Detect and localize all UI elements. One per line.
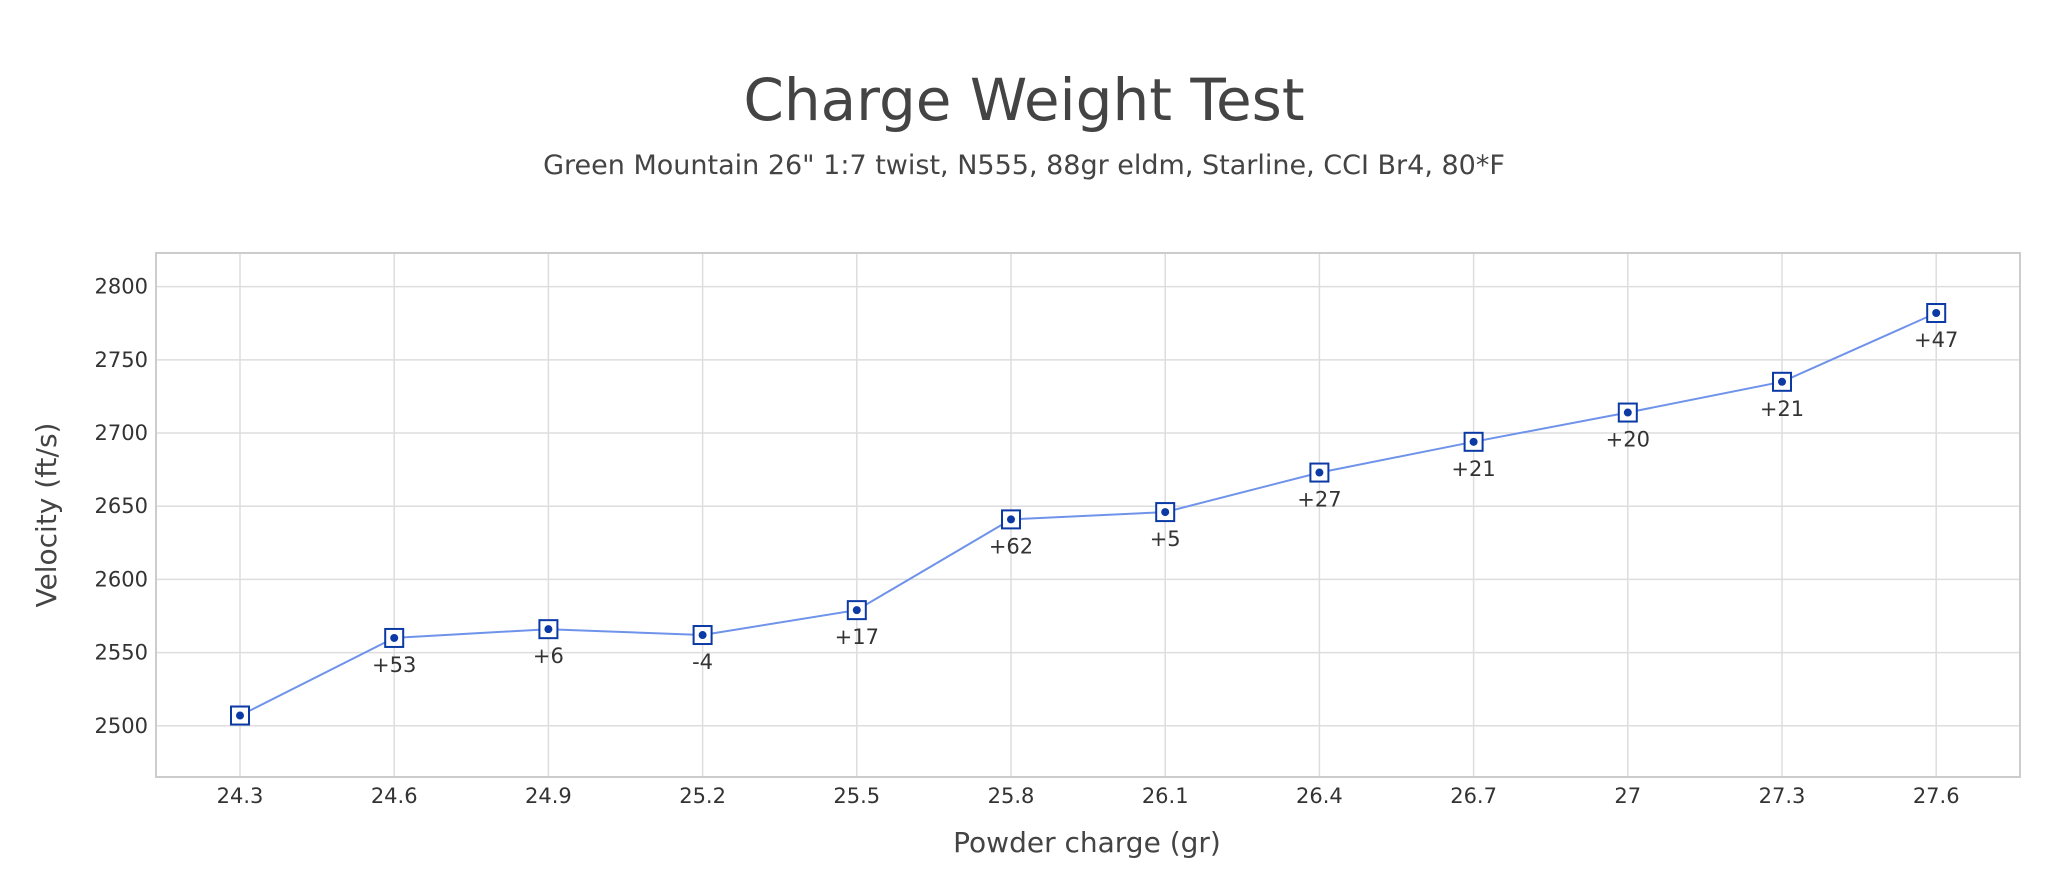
- plot-frame: [155, 252, 2021, 778]
- x-tick-label: 27.3: [1759, 784, 1806, 808]
- y-tick-label: 2700: [95, 421, 148, 445]
- data-label: +5: [1150, 527, 1181, 551]
- data-label: +21: [1451, 457, 1495, 481]
- data-point-dot: [1007, 515, 1015, 524]
- x-tick-label: 26.4: [1296, 784, 1343, 808]
- data-point: [846, 600, 867, 621]
- chart-subtitle: Green Mountain 26" 1:7 twist, N555, 88gr…: [543, 150, 1505, 181]
- data-point-dot: [236, 711, 244, 720]
- data-point: [1617, 402, 1638, 423]
- x-tick-label: 24.9: [525, 784, 572, 808]
- x-tick-label: 26.1: [1142, 784, 1189, 808]
- data-label: +6: [533, 644, 564, 668]
- data-point: [1155, 502, 1176, 523]
- x-tick-label: 25.8: [988, 784, 1035, 808]
- data-point: [1463, 431, 1484, 452]
- data-point-dot: [1932, 309, 1941, 318]
- data-label: +21: [1760, 397, 1804, 421]
- data-point: [692, 625, 713, 646]
- tick-labels: 24.3 24.6 24.9 25.2 25.5 25.8 26.1 26.4 26.7 27 27…: [95, 275, 1960, 808]
- data-point: [538, 619, 559, 640]
- y-tick-label: 2750: [95, 348, 148, 372]
- y-tick-label: 2550: [95, 641, 148, 665]
- data-labels: +53 +6 -4 +17 +62 +5 +27 +21 +20 +21 +47: [372, 328, 1958, 677]
- x-tick-label: 26.7: [1450, 784, 1497, 808]
- y-tick-label: 2800: [95, 275, 148, 299]
- data-markers: [230, 303, 1947, 726]
- x-tick-label: 27.6: [1913, 784, 1960, 808]
- data-label: +53: [372, 653, 416, 677]
- data-point: [384, 627, 405, 648]
- data-point-dot: [698, 631, 707, 640]
- chart-title: Charge Weight Test: [743, 66, 1304, 134]
- x-tick-label: 25.5: [833, 784, 880, 808]
- data-label: +20: [1606, 428, 1650, 452]
- data-point-dot: [1623, 408, 1632, 417]
- data-point: [230, 705, 250, 726]
- y-axis-label: Velocity (ft/s): [30, 423, 63, 608]
- data-point-dot: [1778, 377, 1786, 386]
- x-tick-label: 25.2: [679, 784, 726, 808]
- data-label: +27: [1297, 488, 1341, 512]
- data-point: [1001, 509, 1021, 530]
- data-label: +17: [835, 625, 879, 649]
- data-point-dot: [1315, 468, 1324, 477]
- data-point: [1309, 462, 1330, 483]
- data-point-dot: [1161, 508, 1170, 517]
- x-axis-label: Powder charge (gr): [953, 826, 1221, 859]
- x-tick-label: 27: [1614, 784, 1641, 808]
- x-tick-label: 24.3: [217, 784, 264, 808]
- data-label: -4: [692, 650, 713, 674]
- data-point-dot: [1469, 437, 1478, 446]
- data-label: +47: [1914, 328, 1958, 352]
- y-tick-label: 2650: [95, 494, 148, 518]
- data-point-dot: [852, 606, 861, 615]
- data-point: [1926, 303, 1947, 324]
- grid: [156, 253, 2020, 777]
- data-point-dot: [544, 625, 553, 634]
- data-label: +62: [989, 534, 1033, 558]
- x-tick-label: 24.6: [371, 784, 418, 808]
- data-point: [1772, 371, 1792, 392]
- y-tick-label: 2500: [95, 714, 148, 738]
- series-line: [239, 312, 1937, 717]
- y-tick-label: 2600: [95, 567, 148, 591]
- data-point-dot: [390, 633, 399, 642]
